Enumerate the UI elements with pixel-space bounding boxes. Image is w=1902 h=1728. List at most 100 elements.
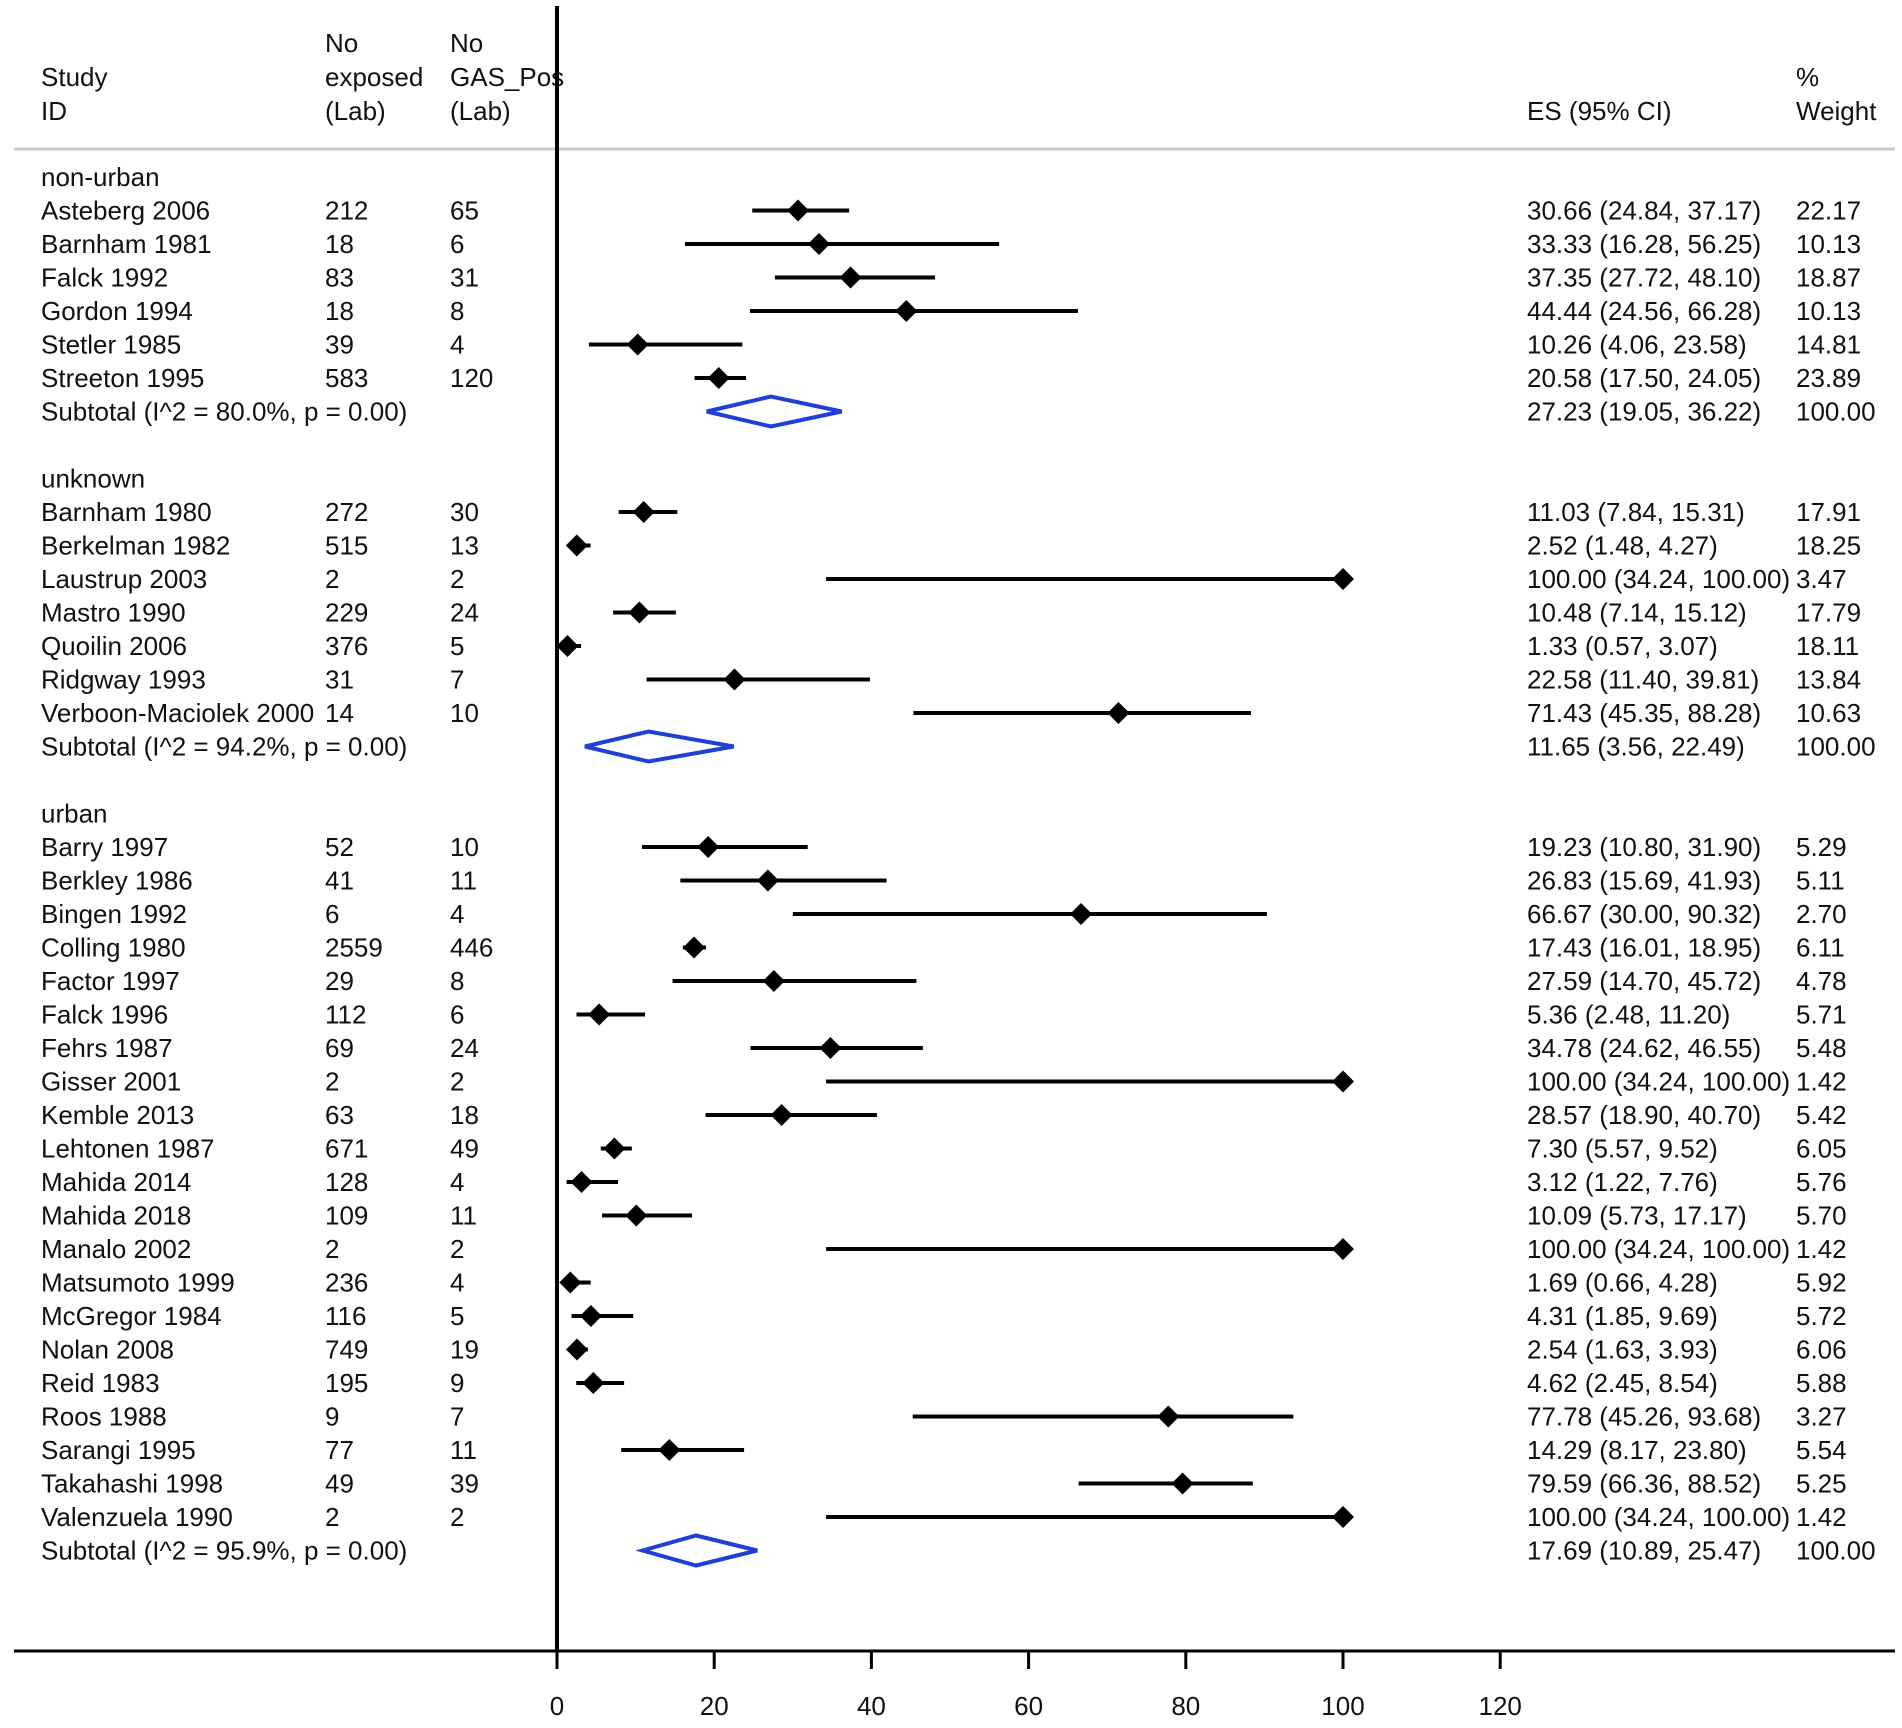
study-gas-pos: 4	[450, 1167, 464, 1197]
study-es-ci: 17.43 (16.01, 18.95)	[1527, 933, 1761, 963]
study-exposed: 128	[325, 1167, 368, 1197]
study-gas-pos: 65	[450, 196, 479, 226]
point-estimate	[1171, 1472, 1194, 1495]
point-estimate	[839, 266, 862, 289]
study-id: Falck 1992	[41, 263, 168, 293]
header-exposed-line: No	[325, 28, 358, 58]
subtotal-diamond	[635, 1533, 758, 1568]
study-exposed: 52	[325, 832, 354, 862]
header-weight: Weight	[1796, 96, 1877, 126]
plot-marks	[556, 199, 1354, 1568]
study-exposed: 9	[325, 1402, 339, 1432]
subtotal-weight: 100.00	[1796, 732, 1876, 762]
study-es-ci: 28.57 (18.90, 40.70)	[1527, 1100, 1761, 1130]
study-exposed: 272	[325, 497, 368, 527]
study-gas-pos: 4	[450, 899, 464, 929]
point-estimate	[1107, 702, 1130, 724]
study-exposed: 749	[325, 1335, 368, 1365]
study-id: McGregor 1984	[41, 1301, 222, 1331]
subtotal-label: Subtotal (I^2 = 95.9%, p = 0.00)	[41, 1536, 407, 1566]
header-gas-pos-line: GAS_Pos	[450, 62, 564, 92]
study-exposed: 583	[325, 363, 368, 393]
study-es-ci: 34.78 (24.62, 46.55)	[1527, 1033, 1761, 1063]
study-gas-pos: 24	[450, 598, 479, 628]
point-estimate	[770, 1104, 793, 1126]
study-es-ci: 100.00 (34.24, 100.00)	[1527, 1234, 1790, 1264]
study-gas-pos: 446	[450, 933, 493, 963]
point-estimate	[559, 1271, 582, 1294]
study-weight: 13.84	[1796, 665, 1861, 695]
study-weight: 6.11	[1796, 933, 1845, 963]
study-gas-pos: 13	[450, 531, 479, 561]
point-estimate	[682, 936, 705, 959]
point-estimate	[582, 1372, 605, 1394]
study-id: Barnham 1980	[41, 497, 212, 527]
study-exposed: 14	[325, 698, 354, 728]
subtotal-label: Subtotal (I^2 = 94.2%, p = 0.00)	[41, 732, 407, 762]
study-es-ci: 22.58 (11.40, 39.81)	[1527, 665, 1759, 695]
study-id: Colling 1980	[41, 933, 186, 963]
study-weight: 3.47	[1796, 564, 1847, 594]
study-gas-pos: 11	[450, 866, 477, 896]
study-es-ci: 4.31 (1.85, 9.69)	[1527, 1301, 1718, 1331]
study-exposed: 515	[325, 531, 368, 561]
study-gas-pos: 2	[450, 1067, 464, 1097]
study-weight: 17.79	[1796, 598, 1861, 628]
study-gas-pos: 5	[450, 631, 464, 661]
point-estimate	[632, 501, 655, 523]
study-weight: 2.70	[1796, 899, 1847, 929]
study-id: Kemble 2013	[41, 1100, 194, 1130]
study-id: Manalo 2002	[41, 1234, 191, 1264]
study-id: Factor 1997	[41, 966, 180, 996]
study-id: Gordon 1994	[41, 296, 193, 326]
study-es-ci: 100.00 (34.24, 100.00)	[1527, 564, 1790, 594]
study-es-ci: 79.59 (66.36, 88.52)	[1527, 1469, 1761, 1499]
header-es-ci: ES (95% CI)	[1527, 96, 1672, 126]
point-estimate	[628, 601, 651, 624]
study-weight: 18.87	[1796, 263, 1861, 293]
study-gas-pos: 30	[450, 497, 479, 527]
study-id: Sarangi 1995	[41, 1435, 196, 1465]
study-exposed: 236	[325, 1268, 368, 1298]
point-estimate	[603, 1137, 626, 1160]
study-weight: 5.54	[1796, 1435, 1847, 1465]
study-gas-pos: 4	[450, 1268, 464, 1298]
point-estimate	[658, 1439, 681, 1461]
study-weight: 14.81	[1796, 330, 1861, 360]
point-estimate	[579, 1305, 602, 1327]
study-exposed: 18	[325, 229, 354, 259]
study-weight: 5.71	[1796, 1000, 1847, 1030]
study-gas-pos: 49	[450, 1134, 479, 1164]
study-id: Lehtonen 1987	[41, 1134, 215, 1164]
study-es-ci: 100.00 (34.24, 100.00)	[1527, 1502, 1790, 1532]
study-id: Valenzuela 1990	[41, 1502, 233, 1532]
study-es-ci: 71.43 (45.35, 88.28)	[1527, 698, 1761, 728]
point-estimate	[707, 367, 730, 389]
study-es-ci: 2.52 (1.48, 4.27)	[1527, 531, 1718, 561]
study-es-ci: 66.67 (30.00, 90.32)	[1527, 899, 1761, 929]
study-id: Barry 1997	[41, 832, 168, 862]
study-exposed: 49	[325, 1469, 354, 1499]
study-es-ci: 19.23 (10.80, 31.90)	[1527, 832, 1761, 862]
study-exposed: 212	[325, 196, 368, 226]
study-weight: 4.78	[1796, 966, 1847, 996]
study-es-ci: 5.36 (2.48, 11.20)	[1527, 1000, 1730, 1030]
study-weight: 5.70	[1796, 1201, 1847, 1231]
subtotal-weight: 100.00	[1796, 1536, 1876, 1566]
study-id: Takahashi 1998	[41, 1469, 223, 1499]
study-id: Nolan 2008	[41, 1335, 174, 1365]
study-id: Matsumoto 1999	[41, 1268, 235, 1298]
subtotal-es-ci: 17.69 (10.89, 25.47)	[1527, 1536, 1761, 1566]
study-id: Gisser 2001	[41, 1067, 181, 1097]
study-gas-pos: 2	[450, 564, 464, 594]
point-estimate	[565, 534, 588, 557]
study-id: Mahida 2018	[41, 1201, 191, 1231]
study-id: Ridgway 1993	[41, 665, 206, 695]
study-weight: 5.72	[1796, 1301, 1847, 1331]
point-estimate	[786, 199, 809, 222]
study-gas-pos: 120	[450, 363, 493, 393]
study-exposed: 229	[325, 598, 368, 628]
study-exposed: 112	[325, 1000, 366, 1030]
study-exposed: 116	[325, 1301, 366, 1331]
